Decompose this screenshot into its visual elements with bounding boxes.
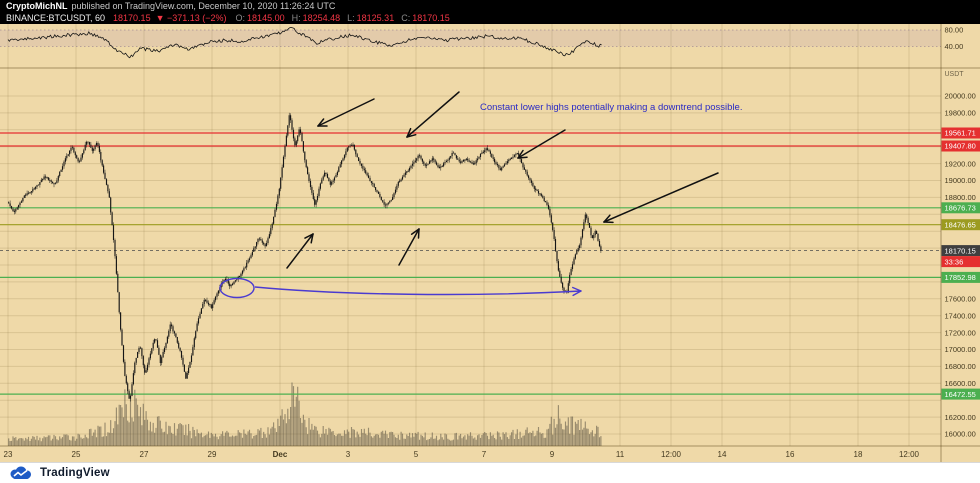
support-ellipse [219, 277, 255, 299]
price-tick-label: 19800.00 [945, 109, 976, 118]
time-tick-label: 7 [482, 450, 487, 459]
trend-arrow [398, 228, 420, 266]
last-price-label-box [941, 245, 980, 257]
level-price-label [941, 271, 980, 283]
svg-text:18676.73: 18676.73 [945, 204, 976, 213]
level-price-label [941, 140, 980, 152]
price-tick-label: 16800.00 [945, 362, 976, 371]
time-tick-label: 18 [854, 450, 863, 459]
trend-arrow [317, 98, 375, 127]
trend-arrow [406, 91, 460, 138]
chart-note: Constant lower highs potentially making … [480, 102, 742, 113]
rsi-tick-label: 40.00 [945, 42, 964, 51]
price-tick-label: 20000.00 [945, 92, 976, 101]
rsi-tick-label: 80.00 [945, 26, 964, 35]
time-tick-label: 3 [346, 450, 351, 459]
level-lines [0, 132, 941, 395]
trend-arrow [603, 172, 719, 223]
price-tick-label: 19200.00 [945, 159, 976, 168]
svg-text:19561.71: 19561.71 [945, 129, 976, 138]
time-tick-label: 23 [4, 450, 13, 459]
time-tick-label: 9 [550, 450, 555, 459]
support-arrow [254, 286, 582, 296]
price-tick-label: 19000.00 [945, 176, 976, 185]
symbol-title: BINANCE:BTCUSDT, 60 [6, 13, 106, 23]
level-price-label [941, 202, 980, 214]
volume-bars [8, 382, 602, 446]
price-tick-label: 17000.00 [945, 345, 976, 354]
trend-arrow [517, 129, 566, 159]
price-tick-label: 16000.00 [945, 430, 976, 439]
price-tick-label: 17200.00 [945, 328, 976, 337]
ohlc-low-value: 18125.31 [356, 13, 395, 23]
price-tick-label: 16200.00 [945, 413, 976, 422]
indicator-pane [0, 27, 941, 59]
grid-lines [0, 24, 941, 446]
countdown-label: 33:36 [945, 257, 964, 266]
level-price-label [941, 127, 980, 139]
author-name: CryptoMichNL [6, 1, 68, 11]
price-axis[interactable]: 20000.00 19800.00 19200.00 19000.00 18800.00… [941, 26, 980, 439]
svg-text:19407.80: 19407.80 [945, 142, 976, 151]
countdown-box [941, 256, 980, 268]
price-tick-label: 17600.00 [945, 295, 976, 304]
time-tick-label: 14 [718, 450, 727, 459]
price-tick-label: 18800.00 [945, 193, 976, 202]
tradingview-logo-icon[interactable] [8, 465, 34, 481]
time-tick-label: 12:00 [899, 450, 920, 459]
ohlc-high-value: 18254.48 [302, 13, 341, 23]
trend-arrow [286, 233, 314, 269]
time-tick-label: 5 [414, 450, 419, 459]
time-tick-label: 12:00 [661, 450, 682, 459]
annotations[interactable]: Constant lower highs potentially making … [219, 91, 742, 299]
ohlc-high-label: H: [291, 13, 301, 23]
candle-bodies[interactable] [8, 115, 602, 399]
chart-background [0, 24, 980, 462]
svg-text:18476.65: 18476.65 [945, 220, 976, 229]
publish-bar: CryptoMichNL published on TradingView.co… [0, 0, 980, 12]
time-tick-label: 11 [616, 450, 625, 459]
price-tick-label: 17400.00 [945, 311, 976, 320]
indicator-line [7, 27, 602, 59]
time-tick-label: 25 [72, 450, 81, 459]
ohlc-open-label: O: [235, 13, 246, 23]
ohlc-open-value: 18145.00 [247, 13, 285, 23]
time-axis[interactable]: 23 25 27 29 Dec 3 5 7 9 11 12:00 14 16 18 12:00 [4, 450, 920, 459]
time-tick-label: Dec [273, 450, 288, 459]
ohlc-low-label: L: [347, 13, 355, 23]
ohlc-close-label: C: [401, 13, 411, 23]
footer-bar: TradingView [0, 462, 980, 483]
svg-text:16472.55: 16472.55 [945, 390, 976, 399]
symbol-price-change: ▼ −371.13 (−2%) [155, 13, 227, 23]
time-tick-label: 16 [786, 450, 795, 459]
level-price-label [941, 219, 980, 231]
level-price-label [941, 388, 980, 400]
time-tick-label: 27 [140, 450, 149, 459]
symbol-info-bar: BINANCE:BTCUSDT, 60 18170.15 ▼ −371.13 (… [0, 12, 980, 24]
symbol-last-price: 18170.15 [113, 13, 151, 23]
price-tick-label: 16600.00 [945, 379, 976, 388]
last-price-label: 18170.15 [945, 246, 976, 255]
axis-unit-label: USDT [945, 71, 965, 78]
time-tick-label: 29 [208, 450, 217, 459]
ohlc-close-value: 18170.15 [412, 13, 450, 23]
svg-text:17852.98: 17852.98 [945, 273, 976, 282]
publish-info: published on TradingView.com, December 1… [71, 1, 336, 11]
brand-text[interactable]: TradingView [40, 467, 110, 479]
